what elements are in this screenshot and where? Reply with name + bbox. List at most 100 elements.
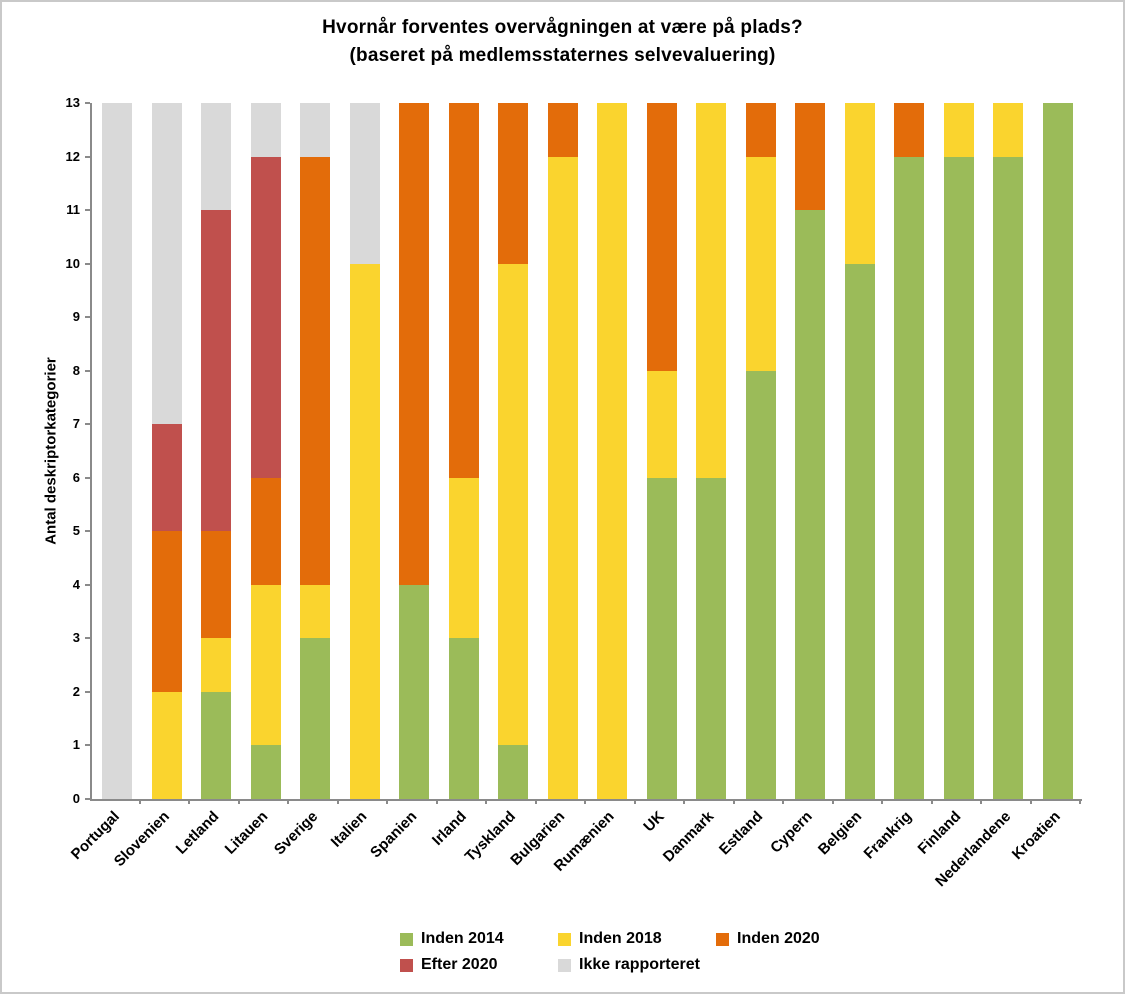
x-category-label: Cypern [767,808,817,857]
x-tick-mark [782,799,784,804]
x-category-label: Letland [172,808,223,858]
bar-segment [696,477,726,799]
y-tick-mark [85,423,90,426]
bar-segment [201,531,231,639]
bar-segment [894,156,924,799]
x-tick-mark [1079,799,1081,804]
bar-finland [943,103,974,799]
bar-segment [151,531,182,692]
chart-title-line1: Hvornår forventes overvågningen at være … [322,17,803,38]
bar-segment [349,103,380,264]
y-tick-label: 2 [72,683,80,699]
bar-segment [795,103,825,211]
bar-rumænien [597,103,627,799]
bar-segment [151,691,182,799]
bar-segment [448,477,479,639]
bar-segment [201,691,231,799]
legend-label: Ikke rapporteret [579,956,700,973]
bar-segment [151,103,182,425]
bar-segment [795,210,825,799]
bar-nederlandene [993,103,1023,799]
x-category-label: Spanien [366,808,421,862]
y-tick-label: 3 [72,630,80,646]
bar-segment [102,103,132,799]
x-category-label: Irland [428,808,470,849]
x-category-label: Danmark [659,808,718,866]
bar-segment [250,745,281,799]
x-tick-mark [287,799,289,804]
x-tick-mark [584,799,586,804]
y-tick-mark [85,369,90,372]
bar-segment [1042,103,1073,799]
legend-swatch [558,932,571,946]
y-tick-label: 4 [72,576,80,592]
x-tick-mark [386,799,388,804]
x-tick-mark [534,799,537,804]
bar-segment [547,156,578,799]
x-tick-mark [732,799,735,804]
bar-segment [250,156,281,478]
y-tick-mark [85,209,90,212]
bar-segment [646,370,677,478]
x-tick-mark [237,799,240,804]
legend-swatch [716,932,729,946]
legend-item-efter-2020: Efter 2020 [400,955,498,975]
legend-item-inden-2014: Inden 2014 [400,929,504,949]
bar-slovenien [151,103,182,799]
bar-segment [300,103,330,157]
x-category-label: Frankrig [860,808,916,863]
y-tick-mark [85,530,90,533]
x-tick-mark [930,799,933,804]
plot-area [90,103,1082,801]
legend-label: Inden 2014 [421,930,504,947]
y-tick-label: 9 [72,309,80,325]
legend-item-inden-2018: Inden 2018 [558,929,662,949]
bar-segment [498,745,528,799]
legend-swatch [400,932,413,946]
y-tick-mark [85,744,90,747]
bar-irland [448,103,479,799]
y-tick-label: 12 [65,148,80,164]
bar-segment [300,584,330,639]
bar-segment [646,103,677,371]
y-tick-label: 8 [72,362,80,378]
x-category-label: Litauen [221,808,272,858]
y-tick-label: 11 [66,202,80,218]
bar-segment [201,210,231,532]
y-tick-mark [85,583,90,586]
chart-title: Hvornår forventes overvågningen at være … [2,14,1123,70]
x-tick-mark [435,799,438,804]
bar-segment [250,584,281,746]
legend-label: Efter 2020 [421,956,498,973]
bar-segment [745,103,776,157]
x-category-label: Italien [327,808,371,851]
bar-kroatien [1042,103,1073,799]
bar-segment [993,156,1023,799]
y-tick-label: 0 [72,791,80,806]
bar-uk [646,103,677,799]
x-category-label: Estland [716,808,767,859]
bar-segment [547,103,578,157]
bar-bulgarien [547,103,578,799]
x-tick-mark [980,799,982,804]
y-tick-mark [85,155,90,158]
x-category-label: Sverige [270,808,322,859]
legend-item-ikke-rapporteret: Ikke rapporteret [558,955,700,975]
bar-belgien [844,103,875,799]
x-tick-mark [188,799,190,804]
y-tick-mark [85,798,90,800]
chart-title-line2: (baseret på medlemsstaternes selvevaluer… [349,45,776,66]
bar-segment [745,370,776,799]
bar-segment [498,263,528,746]
x-tick-mark [633,799,636,804]
bar-italien [349,103,380,799]
x-category-label: UK [640,808,668,836]
bar-segment [250,477,281,585]
bar-segment [300,638,330,799]
bar-segment [844,103,875,264]
bar-segment [250,103,281,157]
x-category-label: Belgien [815,808,866,859]
bar-segment [894,103,924,157]
bar-segment [993,103,1023,157]
bar-spanien [399,103,429,799]
